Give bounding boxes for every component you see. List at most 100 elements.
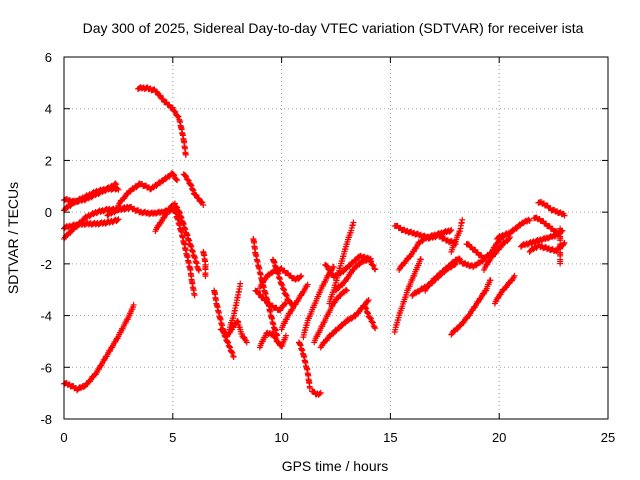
data-point [369,319,376,326]
data-point [364,309,371,316]
x-tick-label: 20 [492,430,506,445]
series-arc-24 [309,388,324,398]
data-point [191,292,198,299]
data-point [363,305,370,312]
data-point [171,172,178,179]
data-point [200,202,207,209]
data-point [316,390,323,397]
series-arc-25 [300,263,337,341]
chart-title: Day 300 of 2025, Sidereal Day-to-day VTE… [83,20,584,36]
data-point [195,267,202,274]
data-point [229,350,236,357]
series-arc-43 [494,216,533,242]
data-point [173,176,180,183]
series-arc-15 [226,280,244,333]
series-arc-30 [333,255,374,294]
data-point [114,217,121,224]
data-point [298,272,305,279]
series-arc-6 [115,170,181,209]
y-tick-label: -2 [40,257,52,272]
data-point [226,344,233,351]
data-point [130,301,137,308]
data-point [270,331,277,338]
data-point [525,216,532,223]
data-point [169,104,176,111]
series-arc-41 [480,234,514,273]
series-arc-11 [169,202,198,299]
data-point [282,332,289,339]
data-point [561,212,568,219]
data-point [304,281,311,288]
series-arc-5 [61,301,137,394]
series-arc-47 [531,214,564,240]
data-point [448,226,455,233]
series-arc-12 [200,248,209,280]
x-tick-label: 15 [383,430,397,445]
grid-lines [64,57,608,419]
x-tick-labels: 0 5 10 15 20 25 [60,430,615,445]
data-point [306,384,313,391]
y-tick-label: 0 [45,205,52,220]
data-point [447,227,454,234]
y-tick-label: 4 [45,102,52,117]
data-point [272,335,279,342]
series-arc-13 [211,287,237,360]
data-point [174,177,181,184]
y-tick-label: -8 [40,412,52,427]
series-arc-27 [317,297,372,351]
data-point [185,177,192,184]
series-arc-9 [180,171,207,209]
x-tick-label: 5 [169,430,176,445]
series-arc-17 [250,235,281,339]
data-point [272,334,279,341]
data-point [230,353,237,360]
data-point [187,181,194,188]
series-arc-4 [61,184,122,214]
y-tick-labels: -8 -6 -4 -2 0 2 4 6 [40,50,52,427]
data-point [342,286,349,293]
data-point [362,304,369,311]
series-arc-18 [252,287,289,314]
series-arc-37 [448,216,466,255]
data-point [487,277,494,284]
data-point [526,217,533,224]
data-point [283,293,290,300]
data-point [189,186,196,193]
data-point [230,353,237,360]
series-arc-16 [235,319,250,346]
data-point [367,314,374,321]
data-point [317,389,324,396]
data-point [561,239,568,246]
data-point [112,180,119,187]
data-point [225,339,232,346]
y-tick-label: 6 [45,50,52,65]
data-point [115,186,122,193]
y-axis-title: SDTVAR / TECUs [5,182,21,294]
data-point [366,256,373,263]
data-point [367,315,374,322]
axis-ticks [63,56,609,420]
data-point [330,264,337,271]
series-arc-22 [278,281,311,333]
series-arc-48 [557,225,564,267]
data-point [115,216,122,223]
data-point [370,262,377,269]
data-point [350,219,357,226]
y-tick-label: 2 [45,153,52,168]
data-point [183,173,190,180]
data-point [174,113,181,120]
data-point [297,273,304,280]
series-arc-34 [396,226,455,273]
data-point [506,235,513,242]
x-tick-label: 25 [601,430,615,445]
series-arc-21 [256,329,289,351]
data-point [367,255,374,262]
data-point [172,108,179,115]
data-point [369,262,376,269]
data-point [459,216,466,223]
data-point [237,280,244,287]
data-point [283,292,290,299]
data-point [417,256,424,263]
x-tick-label: 0 [60,430,67,445]
